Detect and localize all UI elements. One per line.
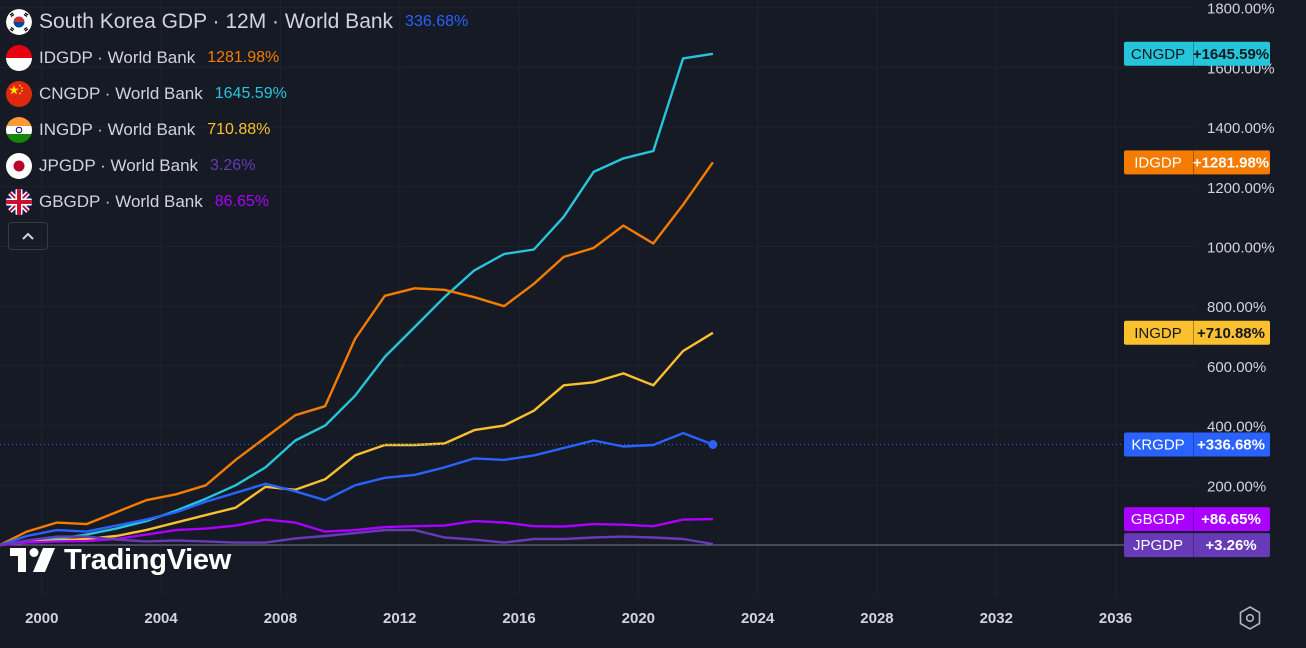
series-line-jpgdp[interactable] [0,528,714,547]
series-lines [0,52,714,547]
series-line-ingdp[interactable] [0,331,714,547]
price-label-bg [1124,507,1270,532]
x-axis-tick-labels: 2000 2004 2008 2012 2016 2020 2024 2028 2032 2036 [25,610,1132,627]
price-label-ticker: INGDP [1134,325,1182,342]
y-tick-label: 600.00% [1207,359,1266,376]
price-label-percent: +1281.98% [1193,154,1269,171]
x-tick-label: 2028 [860,610,893,627]
x-tick-label: 2020 [622,610,655,627]
price-label-percent: +336.68% [1197,437,1265,454]
y-tick-label: 200.00% [1207,478,1266,495]
legend-row-krgdp[interactable]: South Korea GDP · 12M · World Bank 336.6… [6,4,468,40]
price-label-ticker: IDGDP [1134,154,1182,171]
price-label-ticker: CNGDP [1131,46,1185,63]
legend-series-value: 710.88% [207,121,271,138]
india-flag-icon [6,117,32,143]
x-tick-label: 2008 [264,610,297,627]
chart-settings-button[interactable] [1236,604,1264,632]
y-tick-label: 400.00% [1207,419,1266,436]
y-tick-label: 800.00% [1207,299,1266,316]
price-label-bg [1124,320,1270,345]
uk-flag-icon [6,189,32,215]
grid-lines [0,0,1196,596]
legend-series-value: 1645.59% [214,85,287,102]
legend-series-name: INGDP · World Bank [39,120,196,139]
japan-flag-icon [6,153,32,179]
legend-series-value: 86.65% [214,193,270,210]
price-labels: CNGDP +1645.59% IDGDP +1281.98% INGDP +710.88… [1124,41,1270,558]
price-label-percent: +710.88% [1197,325,1265,342]
price-label-idgdp: IDGDP +1281.98% [1124,150,1270,175]
price-label-gbgdp: GBGDP +86.65% [1124,507,1270,532]
price-label-percent: +3.26% [1205,537,1256,554]
legend-row-jpgdp[interactable]: JPGDP · World Bank 3.26% [6,148,468,184]
price-label-bg [1124,150,1270,175]
x-tick-label: 2016 [502,610,535,627]
price-label-bg [1124,533,1270,558]
legend-series-name: IDGDP · World Bank [39,48,196,67]
current-value-line [0,440,1196,450]
legend-row-idgdp[interactable]: IDGDP · World Bank 1281.98% [6,40,468,76]
krgdp-last-point[interactable] [708,440,718,450]
price-label-ingdp: INGDP +710.88% [1124,320,1270,345]
price-label-ticker: JPGDP [1133,537,1183,554]
legend-series-value: 336.68% [405,13,469,30]
price-label-bg [1124,432,1270,457]
tradingview-logo[interactable]: TradingView [10,544,231,577]
legend-series-name: GBGDP · World Bank [39,192,203,211]
legend-series-value: 3.26% [210,157,256,174]
price-label-jpgdp: JPGDP +3.26% [1124,533,1270,558]
y-tick-label: 1000.00% [1207,240,1275,257]
price-label-ticker: GBGDP [1131,511,1185,528]
price-label-bg [1124,41,1270,66]
price-label-percent: +1645.59% [1193,46,1269,63]
price-label-percent: +86.65% [1201,511,1261,528]
price-label-krgdp: KRGDP +336.68% [1124,432,1270,457]
series-line-cngdp[interactable] [0,52,714,547]
china-flag-icon [6,81,32,107]
south-korea-flag-icon [6,9,32,35]
x-tick-label: 2032 [980,610,1013,627]
legend-series-name: South Korea GDP · 12M · World Bank [39,10,394,33]
price-label-ticker: KRGDP [1131,437,1184,454]
series-line-idgdp[interactable] [0,161,714,547]
x-tick-label: 2036 [1099,610,1132,627]
y-axis-tick-labels: 200.00% 400.00% 600.00% 800.00% 1000.00% 1200… [1207,1,1275,496]
legend-series-name: JPGDP · World Bank [39,156,199,175]
y-tick-label: 1800.00% [1207,1,1275,18]
chevron-up-icon [22,232,34,240]
x-tick-label: 2024 [741,610,775,627]
tradingview-logo-icon [10,547,55,572]
legend: South Korea GDP · 12M · World Bank 336.6… [6,4,468,220]
x-tick-label: 2004 [144,610,178,627]
legend-row-gbgdp[interactable]: GBGDP · World Bank 86.65% [6,184,468,220]
legend-row-cngdp[interactable]: CNGDP · World Bank 1645.59% [6,76,468,112]
series-line-krgdp[interactable] [0,431,714,547]
legend-series-name: CNGDP · World Bank [39,84,203,103]
x-tick-label: 2012 [383,610,416,627]
settings-hexagon-icon [1239,606,1261,630]
legend-series-value: 1281.98% [207,49,280,66]
collapse-legend-button[interactable] [8,222,48,250]
y-tick-label: 1400.00% [1207,120,1275,137]
indonesia-flag-icon [6,45,32,71]
legend-row-ingdp[interactable]: INGDP · World Bank 710.88% [6,112,468,148]
price-label-cngdp: CNGDP +1645.59% [1124,41,1270,66]
x-tick-label: 2000 [25,610,58,627]
y-tick-label: 1200.00% [1207,180,1275,197]
logo-text: TradingView [64,544,231,576]
